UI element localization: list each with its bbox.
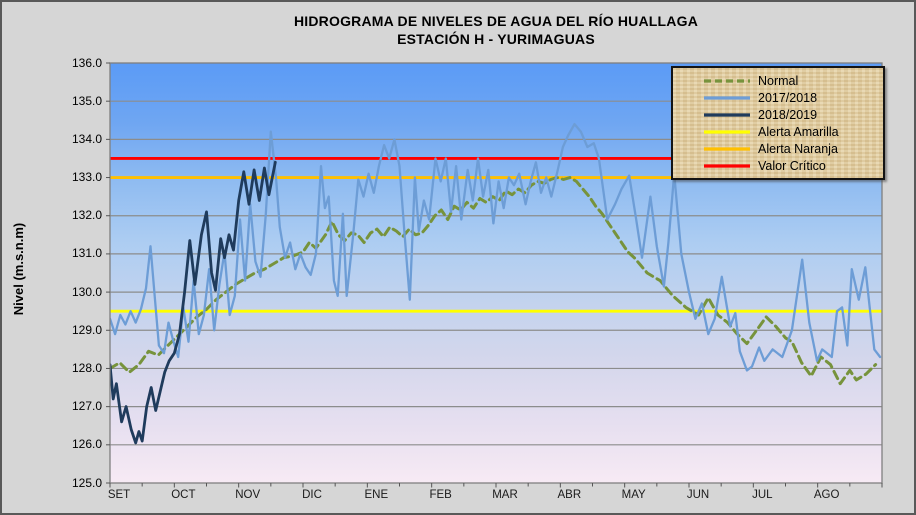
legend-item-alerta-amarilla: Alerta Amarilla — [703, 123, 877, 140]
y-tick-label: 125.0 — [71, 475, 102, 490]
legend-label: Alerta Naranja — [758, 141, 838, 156]
x-month-label-ene: ENE — [364, 489, 389, 501]
legend-swatch-icon — [704, 78, 750, 83]
series-2018-2019-line — [110, 160, 277, 445]
y-tick-label: 127.0 — [71, 399, 102, 414]
legend-item-2018-2019: 2018/2019 — [703, 106, 877, 123]
y-tick-label: 130.0 — [71, 284, 102, 299]
y-tick-label: 129.0 — [71, 322, 102, 337]
x-month-label-abr: ABR — [557, 489, 582, 501]
legend-swatch-icon — [704, 95, 750, 100]
series-normal-line — [110, 176, 878, 386]
chart-title-line2: ESTACIÓN H - YURIMAGUAS — [397, 31, 595, 47]
legend-swatch-icon — [704, 112, 750, 117]
y-tick-label: 135.0 — [71, 93, 102, 108]
legend-item-2017-2018: 2017/2018 — [703, 89, 877, 106]
legend-item-valor-cr-tico: Valor Crítico — [703, 157, 877, 174]
legend-label: Valor Crítico — [758, 158, 826, 173]
legend: Normal 2017/2018 2018/2019 Alerta Amarilla A… — [671, 66, 885, 180]
legend-item-alerta-naranja: Alerta Naranja — [703, 140, 877, 157]
y-tick-label: 133.0 — [71, 170, 102, 185]
x-month-label-set: SET — [107, 489, 131, 501]
x-month-label-mar: MAR — [492, 489, 518, 501]
legend-label: Normal — [758, 73, 799, 88]
legend-label: Alerta Amarilla — [758, 124, 839, 139]
chart-title-line1: HIDROGRAMA DE NIVELES DE AGUA DEL RÍO HU… — [293, 13, 699, 29]
x-month-label-nov: NOV — [235, 489, 261, 501]
y-tick-label: 128.0 — [71, 360, 102, 375]
x-month-label-dic: DIC — [302, 489, 322, 501]
x-month-label-oct: OCT — [171, 489, 196, 501]
y-tick-label: 131.0 — [71, 246, 102, 261]
x-month-label-jul: JUL — [752, 489, 773, 501]
legend-swatch-icon — [704, 146, 750, 151]
legend-swatch-icon — [704, 129, 750, 134]
legend-label: 2017/2018 — [758, 90, 818, 105]
y-tick-label: 134.0 — [71, 131, 102, 146]
x-month-label-jun: JUN — [686, 489, 710, 501]
y-tick-label: 132.0 — [71, 208, 102, 223]
legend-label: 2018/2019 — [758, 107, 818, 122]
y-tick-label: 126.0 — [71, 437, 102, 452]
y-tick-label: 136.0 — [71, 55, 102, 70]
legend-swatch-icon — [704, 163, 750, 168]
x-month-label-ago: AGO — [813, 489, 840, 501]
legend-item-normal: Normal — [703, 72, 877, 89]
series-2017-2018-line — [110, 122, 882, 372]
x-month-label-feb: FEB — [429, 489, 452, 501]
x-month-label-may: MAY — [621, 489, 646, 501]
